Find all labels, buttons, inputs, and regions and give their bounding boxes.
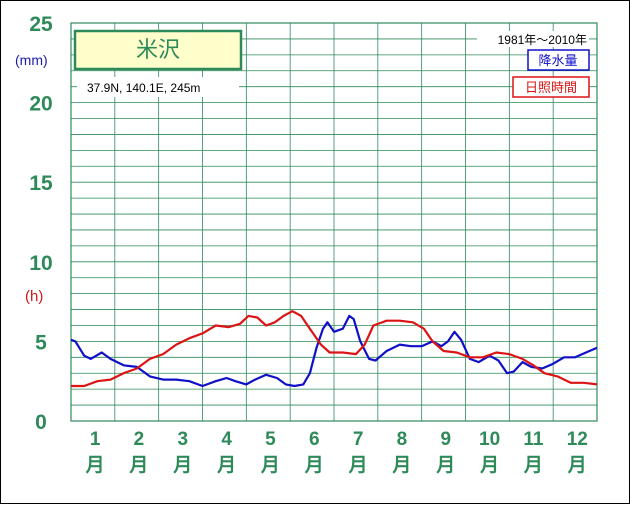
month-suffix-label: 月	[523, 455, 543, 476]
y-unit-hours: (h)	[25, 288, 43, 305]
y-unit-mm: (mm)	[15, 52, 48, 68]
chart-title: 米沢	[136, 37, 180, 62]
month-number-label: 11	[523, 429, 544, 450]
period-text: 1981年〜2010年	[498, 33, 587, 47]
legend-precip-box	[527, 49, 590, 71]
month-number-label: 7	[353, 429, 364, 450]
grid-lines	[71, 23, 597, 421]
y-tick-labels: 25 20 15 10 5 0	[29, 13, 53, 434]
month-suffix-label: 月	[85, 455, 105, 476]
month-suffix-label: 月	[216, 455, 236, 476]
month-number-label: 2	[134, 429, 145, 450]
y-tick-label: 0	[35, 411, 47, 434]
y-tick-label: 25	[29, 13, 53, 36]
month-suffix-label: 月	[435, 455, 455, 476]
y-tick-label: 20	[29, 93, 52, 116]
location-box	[77, 77, 239, 97]
month-number-label: 6	[309, 429, 320, 450]
month-number-label: 4	[221, 429, 232, 450]
month-suffix-label: 月	[567, 455, 587, 476]
month-suffix-label: 月	[128, 455, 148, 476]
month-suffix-label: 月	[304, 455, 324, 476]
month-number-label: 9	[440, 429, 451, 450]
month-number-label: 12	[567, 429, 588, 450]
month-suffix-label: 月	[260, 455, 280, 476]
month-number-label: 10	[479, 429, 500, 450]
y-tick-label: 15	[29, 172, 53, 195]
legend-sunshine-box	[512, 76, 590, 98]
period-box	[477, 31, 589, 47]
legend-sunshine-label: 日照時間	[525, 80, 577, 95]
legend-precip-label: 降水量	[538, 53, 577, 68]
month-number-label: 3	[177, 429, 188, 450]
month-suffix-label: 月	[348, 455, 368, 476]
month-suffix-label: 月	[479, 455, 499, 476]
month-number-label: 5	[265, 429, 276, 450]
location-text: 37.9N, 140.1E, 245m	[87, 81, 200, 95]
y-tick-label: 10	[29, 252, 52, 275]
precipitation-line	[70, 314, 598, 388]
y-tick-label: 5	[35, 331, 47, 354]
plot-border	[70, 22, 598, 422]
month-number-label: 8	[397, 429, 408, 450]
month-labels: 1 月 2 月 3 月 4 月 5 月 6 月 7 月 8 月 9 月 10 月 11 月 12 月	[85, 429, 588, 476]
month-suffix-label: 月	[391, 455, 411, 476]
sunshine-line	[71, 310, 598, 388]
month-suffix-label: 月	[172, 455, 192, 476]
month-number-label: 1	[90, 429, 101, 450]
title-box	[73, 29, 243, 71]
